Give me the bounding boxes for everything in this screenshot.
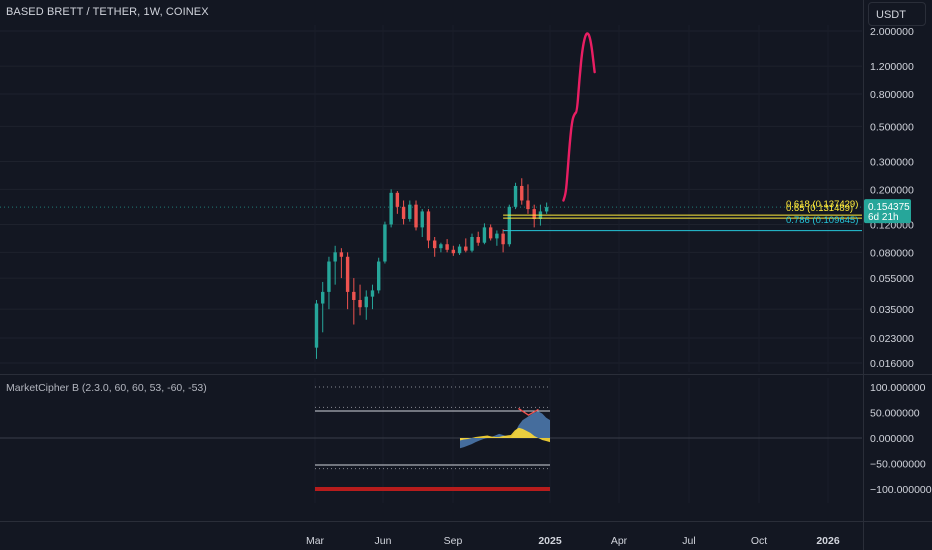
candle-body — [383, 224, 387, 262]
candle-body — [501, 233, 505, 245]
candle-body — [464, 246, 468, 251]
price-tick-label: 1.200000 — [870, 61, 914, 73]
candle-body — [470, 236, 474, 251]
candle-body — [445, 244, 449, 250]
candle-body — [414, 204, 418, 228]
candle-body — [488, 227, 493, 239]
time-tick-label: 2026 — [816, 535, 840, 547]
candle-body — [352, 291, 356, 300]
indicator-plot — [0, 386, 862, 491]
candles — [314, 178, 549, 359]
projection-drawing — [562, 32, 596, 202]
price-tick-label: 0.055000 — [870, 273, 914, 285]
indicator-wave-area — [460, 411, 550, 449]
candle-body — [333, 252, 337, 262]
candle-body — [526, 200, 530, 210]
price-tick-label: 0.800000 — [870, 89, 914, 101]
indicator-money-flow-area — [460, 427, 550, 443]
candle-body — [439, 244, 443, 249]
candle-body — [513, 185, 518, 207]
time-tick-label: Sep — [444, 535, 463, 547]
fib-label: 0.618 (0.137429) — [786, 199, 858, 210]
candle-body — [420, 211, 424, 228]
last-price-badge-bg — [864, 199, 911, 224]
time-tick-label: Mar — [306, 535, 325, 547]
price-tick-label: 0.035000 — [870, 304, 914, 316]
candle-body — [432, 240, 437, 249]
candle-body — [327, 261, 331, 292]
candle-body — [495, 233, 499, 239]
price-grid — [0, 25, 862, 372]
indicator-axis[interactable]: 100.000000 50.000000 0.000000 −50.000000 −10… — [870, 382, 932, 496]
candle-body — [520, 185, 524, 201]
candle-body — [507, 206, 512, 245]
indicator-cross-mark — [518, 407, 539, 416]
projection-path — [562, 32, 596, 202]
last-price-value: 0.154375 — [868, 202, 910, 213]
candle-body — [451, 249, 456, 254]
price-tick-label: 0.300000 — [870, 156, 914, 168]
indicator-level-band — [315, 487, 550, 491]
price-tick-label: 0.023000 — [870, 333, 914, 345]
time-tick-label: Jul — [682, 535, 695, 547]
candle-body — [389, 192, 393, 225]
price-axis[interactable]: 2.000000 1.200000 0.800000 0.500000 0.300000… — [870, 26, 914, 370]
candle-body — [476, 236, 480, 243]
fib-label: 0.786 (0.109645) — [786, 215, 858, 226]
price-tick-label: 0.080000 — [870, 247, 914, 259]
candle-body — [370, 290, 375, 297]
fib-levels: 0.618 (0.137429)0.65 (0.131489)0.786 (0.… — [503, 199, 862, 232]
candle-body — [532, 209, 536, 219]
bar-countdown: 6d 21h — [868, 212, 899, 223]
candle-body — [482, 227, 487, 243]
candle-body — [358, 299, 362, 308]
candle-body — [395, 192, 400, 207]
candle-body — [401, 206, 406, 219]
time-tick-label: 2025 — [538, 535, 562, 547]
time-tick-label: Jun — [375, 535, 392, 547]
indicator-tick-label: 0.000000 — [870, 433, 914, 445]
candle-body — [426, 211, 431, 241]
candle-body — [364, 296, 368, 308]
price-tick-label: 0.016000 — [870, 358, 914, 370]
indicator-title: MarketCipher B (2.3.0, 60, 60, 53, -60, … — [6, 382, 207, 394]
indicator-grid — [314, 378, 829, 503]
candle-body — [345, 256, 350, 292]
candle-body — [339, 252, 344, 257]
price-tick-label: 0.500000 — [870, 121, 914, 133]
candle-body — [377, 261, 381, 291]
candle-body — [321, 291, 325, 304]
price-tick-label: 0.200000 — [870, 184, 914, 196]
indicator-tick-label: −50.000000 — [870, 459, 926, 471]
price-tick-label: 2.000000 — [870, 26, 914, 38]
indicator-tick-label: −100.000000 — [870, 484, 932, 496]
fib-label: 0.65 (0.131489) — [786, 203, 853, 214]
time-axis[interactable]: Mar Jun Sep 2025 Apr Jul Oct 2026 — [306, 535, 840, 547]
time-tick-label: Apr — [611, 535, 628, 547]
indicator-tick-label: 50.000000 — [870, 408, 920, 420]
currency-button[interactable]: USDT — [868, 2, 926, 26]
indicator-tick-label: 100.000000 — [870, 382, 926, 394]
candle-body — [457, 246, 462, 254]
candle-body — [408, 204, 412, 219]
time-tick-label: Oct — [751, 535, 767, 547]
candle-body — [544, 207, 549, 212]
candle-body — [314, 303, 319, 348]
symbol-title: BASED BRETT / TETHER, 1W, COINEX — [6, 6, 209, 18]
